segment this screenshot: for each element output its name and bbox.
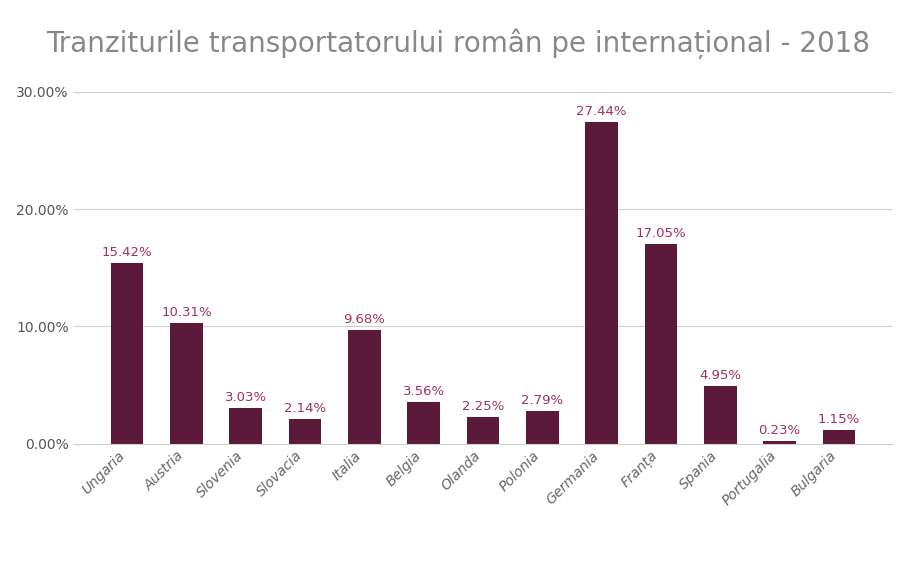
Bar (466, 418, 499, 444)
Text: 17.05%: 17.05% (635, 226, 686, 240)
Text: 3.03%: 3.03% (224, 391, 267, 404)
Bar (763, 441, 795, 444)
Text: 2.14%: 2.14% (284, 402, 325, 415)
Text: 9.68%: 9.68% (343, 313, 385, 326)
Bar (526, 411, 558, 444)
Text: 2.79%: 2.79% (521, 394, 562, 407)
Bar (644, 244, 676, 444)
Bar (110, 263, 143, 444)
Bar (703, 386, 736, 444)
Text: 2.25%: 2.25% (461, 401, 504, 413)
Text: 4.95%: 4.95% (698, 369, 741, 382)
Text: Tranziturile transportatorului român pe internațional - 2018: Tranziturile transportatorului român pe … (46, 28, 869, 59)
Bar (170, 323, 202, 444)
Bar (229, 409, 262, 444)
Text: 3.56%: 3.56% (403, 385, 444, 398)
Text: 15.42%: 15.42% (102, 246, 153, 259)
Bar (289, 419, 321, 444)
Text: 10.31%: 10.31% (161, 306, 211, 319)
Bar (407, 402, 439, 444)
Bar (347, 330, 380, 444)
Text: 0.23%: 0.23% (757, 424, 800, 437)
Bar (822, 430, 855, 444)
Bar (584, 122, 618, 444)
Text: 27.44%: 27.44% (575, 105, 626, 118)
Text: 1.15%: 1.15% (817, 413, 859, 426)
